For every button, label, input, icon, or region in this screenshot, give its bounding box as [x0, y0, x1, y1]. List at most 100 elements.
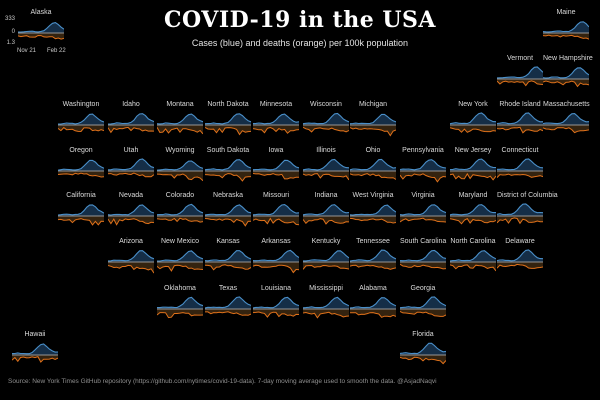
state-sparkline [497, 66, 543, 87]
state-sparkline [253, 159, 299, 180]
state-tile-wisconsin: Wisconsin [303, 100, 349, 138]
state-sparkline [350, 204, 396, 224]
state-label: Iowa [268, 147, 284, 154]
state-sparkline [205, 250, 251, 271]
y-axis-max-label: 333 [4, 16, 15, 22]
page-subtitle: Cases (blue) and deaths (orange) per 100… [191, 38, 409, 48]
y-axis-min-label: 1.3 [6, 40, 15, 46]
state-tile-south-dakota: South Dakota [205, 146, 251, 184]
state-label: Minnesota [259, 101, 293, 108]
state-tile-utah: Utah [108, 146, 154, 184]
state-label: Maryland [458, 192, 488, 199]
state-tile-colorado: Colorado [157, 191, 203, 229]
state-tile-mississippi: Mississippi [303, 284, 349, 322]
state-tile-delaware: Delaware [497, 237, 543, 275]
state-tile-florida: Florida [400, 330, 446, 368]
state-label: Utah [123, 147, 139, 154]
state-tile-indiana: Indiana [303, 191, 349, 229]
state-sparkline [18, 22, 64, 40]
state-label: Pennsylvania [402, 147, 444, 154]
state-sparkline [543, 113, 589, 134]
state-sparkline [157, 203, 203, 223]
state-tile-alabama: Alabama [350, 284, 396, 322]
state-tile-north-carolina: North Carolina [450, 237, 496, 275]
state-tile-iowa: Iowa [253, 146, 299, 184]
state-tile-massachusetts: Massachusetts [543, 100, 590, 138]
state-tile-vermont: Vermont [497, 54, 543, 92]
x-axis-start-label: Nov 21 [17, 48, 37, 54]
state-label: Alabama [359, 285, 387, 292]
state-sparkline [303, 296, 349, 319]
state-label: Oklahoma [164, 285, 196, 292]
state-sparkline [157, 296, 203, 319]
state-tile-rhode-island: Rhode Island [497, 100, 543, 138]
state-sparkline [400, 159, 446, 183]
state-label: New Mexico [160, 238, 200, 245]
state-sparkline [157, 250, 203, 272]
state-sparkline [450, 158, 496, 181]
state-tile-maryland: Maryland [450, 191, 496, 229]
state-sparkline [58, 159, 104, 178]
state-sparkline [205, 296, 251, 316]
state-label: Florida [412, 331, 434, 338]
state-sparkline [303, 112, 349, 133]
state-sparkline [253, 296, 299, 318]
state-sparkline [400, 249, 446, 270]
state-label: New Jersey [454, 147, 492, 154]
state-label: Kentucky [311, 238, 341, 245]
state-label: Wisconsin [310, 101, 342, 108]
state-sparkline [350, 113, 396, 137]
state-label: South Dakota [206, 147, 250, 154]
state-sparkline [497, 203, 543, 225]
state-sparkline [450, 250, 496, 272]
state-label: Ohio [365, 147, 381, 154]
state-label: Connecticut [501, 147, 539, 154]
state-label: New Hampshire [543, 55, 593, 62]
state-label: Kansas [216, 238, 240, 245]
source-note: Source: New York Times GitHub repository… [8, 378, 437, 385]
state-sparkline [108, 113, 154, 134]
state-label: Delaware [505, 238, 535, 245]
state-sparkline [350, 249, 396, 270]
state-label: Idaho [122, 101, 140, 108]
state-label: Indiana [314, 192, 338, 199]
state-tile-alaska: Alaska [18, 8, 64, 46]
state-label: West Virginia [352, 192, 394, 199]
state-tile-tennessee: Tennessee [350, 237, 396, 275]
state-label: Texas [218, 285, 238, 292]
state-label: District of Columbia [497, 192, 558, 199]
state-label: Illinois [316, 147, 336, 154]
state-sparkline [157, 113, 203, 135]
state-sparkline [253, 113, 299, 134]
state-tile-south-carolina: South Carolina [400, 237, 446, 275]
state-tile-new-york: New York [450, 100, 496, 138]
state-tile-ohio: Ohio [350, 146, 396, 184]
state-sparkline [157, 160, 203, 182]
state-tile-nevada: Nevada [108, 191, 154, 229]
state-label: Hawaii [24, 331, 46, 338]
state-label: Tennessee [356, 238, 390, 245]
state-tile-virginia: Virginia [400, 191, 446, 229]
state-label: Missouri [262, 192, 290, 199]
state-label: Wyoming [165, 147, 195, 154]
state-tile-minnesota: Minnesota [253, 100, 299, 138]
state-tile-oklahoma: Oklahoma [157, 284, 203, 322]
page-title: COVID-19 in the USA [163, 7, 436, 33]
state-sparkline [303, 250, 349, 270]
state-tile-nebraska: Nebraska [205, 191, 251, 229]
state-tile-hawaii: Hawaii [12, 330, 58, 368]
state-label: Louisiana [261, 285, 291, 292]
state-tile-connecticut: Connecticut [497, 146, 543, 184]
state-label: Mississippi [309, 285, 343, 292]
state-label: Massachusetts [543, 101, 590, 108]
state-label: Arkansas [261, 238, 291, 245]
state-tile-louisiana: Louisiana [253, 284, 299, 322]
state-tile-michigan: Michigan [350, 100, 396, 138]
state-tile-north-dakota: North Dakota [205, 100, 251, 138]
state-tile-kansas: Kansas [205, 237, 251, 275]
state-tile-maine: Maine [543, 8, 589, 46]
state-label: Vermont [506, 55, 534, 62]
state-label: California [66, 192, 96, 199]
state-tile-oregon: Oregon [58, 146, 104, 184]
state-tile-wyoming: Wyoming [157, 146, 203, 184]
